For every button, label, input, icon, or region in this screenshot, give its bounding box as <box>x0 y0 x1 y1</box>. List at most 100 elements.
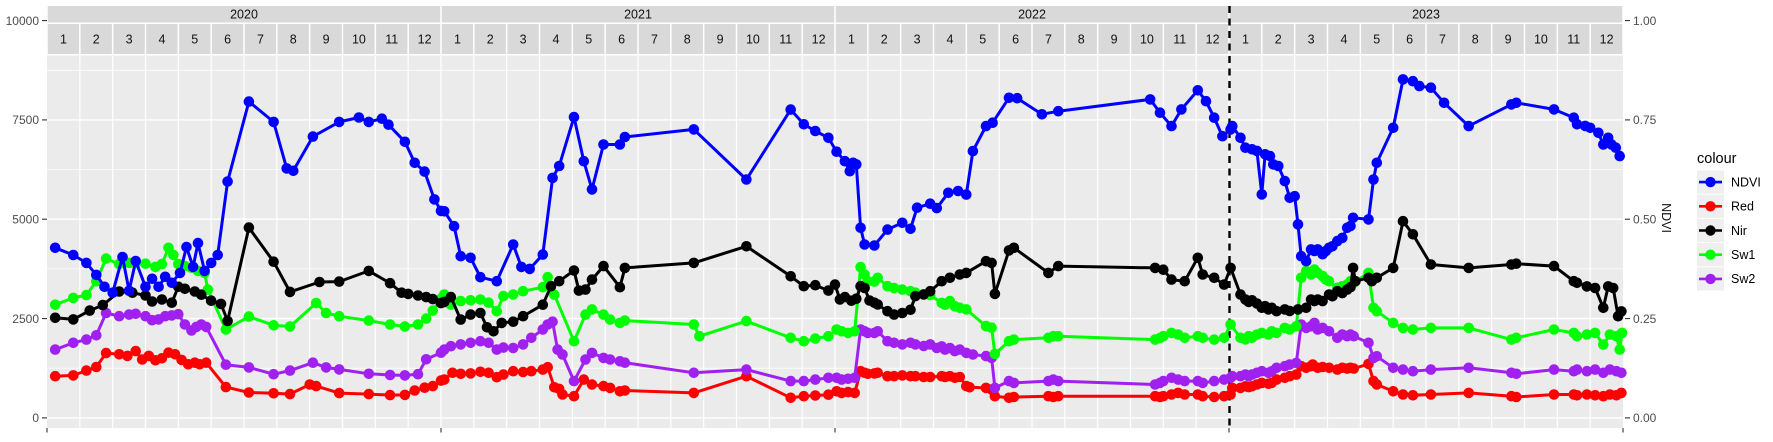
series-point-ndvi <box>465 252 476 264</box>
series-point-nir <box>412 290 424 301</box>
series-point-sw2 <box>1348 330 1360 342</box>
series-point-red <box>1387 386 1399 397</box>
month-strip-label: 4 <box>158 33 165 47</box>
series-point-nir <box>1008 242 1020 254</box>
series-point-sw2 <box>888 337 900 349</box>
series-point-red <box>243 387 255 398</box>
series-point-sw2 <box>580 354 591 365</box>
series-point-sw2 <box>420 354 432 365</box>
series-point-ndvi <box>578 155 590 167</box>
series-point-sw1 <box>1463 322 1474 334</box>
series-point-nir <box>475 307 486 319</box>
series-point-nir <box>1179 275 1190 287</box>
series-point-red <box>465 368 476 379</box>
series-point-ndvi <box>1345 220 1356 232</box>
series-point-red <box>1548 389 1560 400</box>
series-point-red <box>130 345 141 357</box>
series-point-nir <box>146 296 158 307</box>
series-point-nir <box>1300 302 1312 314</box>
legend-label-sw2: Sw2 <box>1731 272 1755 286</box>
series-point-nir <box>384 277 396 289</box>
series-point-nir <box>598 260 609 272</box>
series-point-ndvi <box>1176 104 1187 115</box>
series-point-sw1 <box>849 326 860 337</box>
series-point-ndvi <box>153 281 164 293</box>
series-point-sw2 <box>1291 357 1302 369</box>
series-point-ndvi <box>1292 219 1304 230</box>
series-point-nir <box>1043 267 1054 279</box>
month-strip-label: 4 <box>1340 33 1347 47</box>
series-point-nir <box>897 307 908 319</box>
series-point-red <box>100 347 112 359</box>
series-point-ndvi <box>49 242 61 254</box>
legend-label-red: Red <box>1731 200 1754 214</box>
month-strip-label: 2 <box>487 33 494 47</box>
month-strip-cell <box>999 24 1032 54</box>
month-strip-cell <box>1262 24 1294 54</box>
month-strip-cell <box>1492 24 1524 54</box>
series-point-sw1 <box>1053 330 1064 342</box>
series-point-red <box>498 369 509 380</box>
series-point-sw2 <box>1589 364 1601 375</box>
series-point-red <box>1291 369 1302 380</box>
left-axis-tick-label: 10000 <box>6 14 40 28</box>
series-point-red <box>619 385 631 396</box>
series-point-sw2 <box>1371 351 1383 362</box>
series-point-sw1 <box>1511 332 1522 344</box>
series-point-sw1 <box>412 319 424 330</box>
series-point-red <box>1463 387 1474 399</box>
series-point-nir <box>179 283 191 295</box>
series-point-red <box>439 374 450 385</box>
series-point-sw2 <box>1571 364 1583 375</box>
series-point-sw2 <box>68 337 79 349</box>
series-point-sw2 <box>1363 337 1374 349</box>
series-point-nir <box>97 299 109 311</box>
series-point-nir <box>905 304 916 316</box>
series-point-red <box>1208 391 1220 403</box>
month-strip-label: 11 <box>385 33 398 47</box>
year-strip-cell <box>835 6 1229 23</box>
month-strip-label: 9 <box>323 33 330 47</box>
series-point-nir <box>1197 269 1208 280</box>
series-point-sw2 <box>384 369 396 381</box>
year-strip-cell <box>47 6 441 23</box>
series-point-sw1 <box>81 289 92 301</box>
month-strip-label: 3 <box>914 33 921 47</box>
series-point-nir <box>872 299 883 310</box>
series-point-sw1 <box>483 297 494 309</box>
series-point-ndvi <box>383 119 394 130</box>
series-point-ndvi <box>1264 150 1276 162</box>
series-point-ndvi <box>268 116 279 128</box>
series-point-red <box>1425 389 1437 400</box>
month-strip-label: 3 <box>520 33 527 47</box>
series-point-sw2 <box>498 342 509 353</box>
series-point-nir <box>553 275 565 287</box>
series-point-ndvi <box>688 124 700 135</box>
month-strip-label: 1 <box>1242 33 1249 47</box>
series-point-nir <box>1192 252 1204 264</box>
series-point-ndvi <box>1053 105 1064 117</box>
month-strip-cell <box>441 24 474 54</box>
series-point-sw2 <box>113 310 125 322</box>
series-point-red <box>200 357 212 369</box>
series-point-sw1 <box>243 311 255 322</box>
series-point-red <box>1271 374 1282 385</box>
series-point-sw2 <box>1387 362 1399 374</box>
right-axis-tick-label: 0.75 <box>1633 113 1657 127</box>
series-point-sw1 <box>1218 332 1230 344</box>
month-strip-cell <box>1295 24 1327 54</box>
series-point-nir <box>1387 262 1399 274</box>
series-point-sw1 <box>268 320 279 331</box>
series-point-red <box>872 367 883 379</box>
series-point-red <box>1323 362 1335 374</box>
series-point-ndvi <box>399 136 411 148</box>
legend-title: colour <box>1697 151 1737 167</box>
series-point-ndvi <box>146 273 158 285</box>
month-strip-label: 10 <box>1534 33 1548 47</box>
series-point-sw2 <box>810 374 821 385</box>
year-strip-cell <box>1229 6 1623 23</box>
series-point-sw2 <box>1227 370 1238 382</box>
month-strip-cell <box>573 24 605 54</box>
series-point-ndvi <box>987 117 998 128</box>
